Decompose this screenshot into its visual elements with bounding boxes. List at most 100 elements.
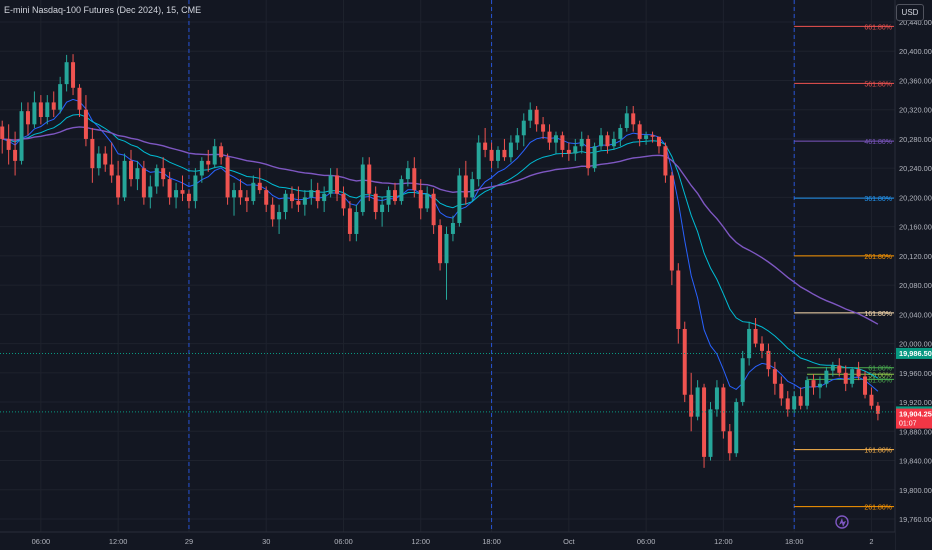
candle: [528, 102, 533, 128]
candle: [392, 182, 397, 205]
candle: [328, 168, 333, 198]
candle-body: [148, 186, 153, 198]
candle: [90, 127, 95, 183]
candle-body: [837, 365, 842, 373]
candle-body: [727, 431, 732, 454]
candle: [289, 186, 294, 209]
candle-body: [32, 102, 37, 125]
candle-body: [811, 380, 816, 388]
time-tick-label: 18:00: [785, 537, 804, 546]
candle-body: [676, 270, 681, 329]
candle-body: [734, 402, 739, 454]
price-axis[interactable]: [895, 0, 932, 550]
candle: [219, 142, 224, 165]
candle-body: [541, 124, 546, 132]
candle-body: [309, 190, 314, 198]
candle: [96, 146, 101, 176]
session-separators: [188, 0, 795, 532]
candle: [322, 186, 327, 213]
candle: [708, 402, 713, 461]
logo-ring[interactable]: [835, 515, 849, 529]
candle: [553, 131, 558, 154]
candle: [605, 131, 610, 154]
candle: [51, 91, 56, 118]
candle: [373, 186, 378, 220]
candle: [863, 371, 868, 399]
candle-body: [708, 409, 713, 457]
candle-body: [392, 190, 397, 202]
candle-body: [373, 193, 378, 213]
price-tick-label: 19,840.00: [899, 457, 932, 466]
candle: [747, 321, 752, 366]
fibonacci-extension[interactable]: 661.80% 561.80% 461.80% 361.80% 261.80% 161.8…: [794, 24, 894, 512]
candle: [13, 131, 18, 176]
candle: [592, 142, 597, 172]
candle: [637, 120, 642, 147]
candle-body: [496, 149, 501, 161]
candle: [534, 106, 539, 132]
candle-body: [64, 62, 69, 85]
candle: [560, 131, 565, 158]
candle-body: [438, 225, 443, 264]
candle: [167, 171, 172, 205]
candle: [199, 157, 204, 183]
candle-body: [489, 149, 494, 161]
candle: [579, 131, 584, 154]
time-axis[interactable]: [0, 532, 895, 550]
candle-body: [779, 383, 784, 399]
candle-body: [753, 328, 758, 344]
candle: [277, 204, 282, 234]
candles: [0, 54, 880, 468]
candle-body: [521, 120, 526, 136]
candle-body: [238, 190, 243, 198]
candle: [669, 171, 674, 286]
candle-body: [103, 153, 108, 165]
candle-body: [483, 142, 488, 150]
price-tick-label: 20,200.00: [899, 193, 932, 202]
candle-body: [25, 111, 30, 125]
candle-body: [161, 168, 166, 180]
candle: [103, 146, 108, 172]
candle: [566, 142, 571, 161]
candle-body: [476, 142, 481, 180]
candle-body: [553, 135, 558, 143]
candle: [689, 372, 694, 432]
candle: [25, 102, 30, 136]
price-tick-label: 20,400.00: [899, 47, 932, 56]
ema-mid-line: [2, 113, 879, 379]
fib-level-label: 461.80%: [864, 139, 892, 146]
candle: [264, 186, 269, 213]
price-lines: [0, 352, 895, 413]
candle: [502, 138, 507, 161]
candle-body: [83, 109, 88, 139]
candle: [58, 76, 63, 114]
candle: [766, 343, 771, 377]
candle: [341, 186, 346, 216]
candle-body: [38, 102, 43, 118]
candle-body: [785, 398, 790, 410]
candle: [141, 160, 146, 205]
candle-body: [502, 149, 507, 158]
candle: [734, 398, 739, 457]
candle: [32, 91, 37, 128]
price-tick-label: 20,000.00: [899, 340, 932, 349]
candle-body: [109, 164, 114, 176]
candle-body: [560, 135, 565, 150]
candle-body: [695, 387, 700, 417]
price-tick-label: 20,080.00: [899, 281, 932, 290]
candle: [611, 131, 616, 150]
price-label-bg: [896, 408, 932, 429]
currency-button[interactable]: USD: [896, 4, 924, 21]
candle-body: [457, 175, 462, 223]
candle: [360, 157, 365, 216]
candle: [508, 135, 513, 163]
grid: [0, 0, 895, 532]
tradingview-logo-icon[interactable]: [835, 515, 849, 529]
candle-body: [380, 204, 385, 213]
candle-body: [180, 190, 185, 194]
symbol-title[interactable]: E-mini Nasdaq-100 Futures (Dec 2024), 15…: [4, 5, 202, 15]
candle-body: [830, 365, 835, 371]
